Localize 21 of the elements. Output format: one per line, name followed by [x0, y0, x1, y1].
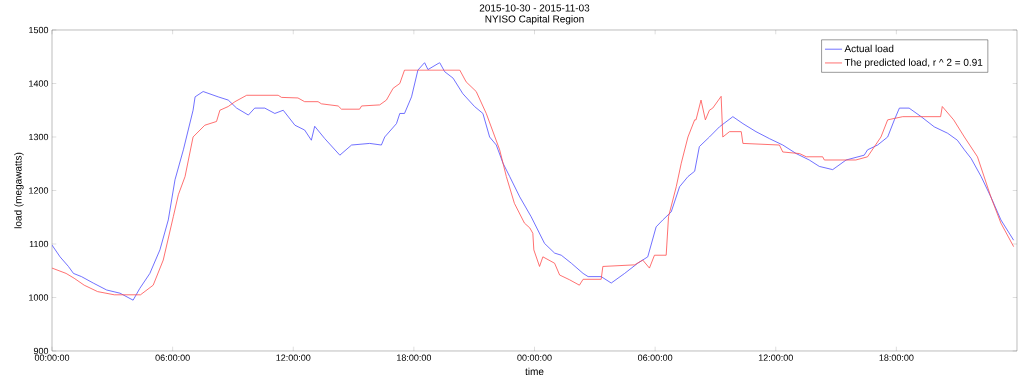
y-tick-label: 900 — [33, 347, 49, 355]
y-axis-title: load (megawatts) — [14, 152, 24, 229]
y-tick-label: 1300 — [29, 133, 49, 141]
y-tick-label: 1000 — [29, 294, 49, 301]
chart-title: 2015-10-30 - 2015-11-03 — [479, 4, 590, 12]
x-tick-label: 18:00:00 — [879, 354, 914, 361]
x-tick-label: 00:00:00 — [34, 354, 70, 361]
x-tick-label: 06:00:00 — [637, 354, 673, 361]
x-tick-label: 00:00:00 — [517, 354, 552, 361]
y-tick-label: 1400 — [29, 80, 49, 87]
legend-label: The predicted load, r ^ 2 = 0.91 — [844, 58, 983, 68]
x-tick-label: 12:00:00 — [276, 354, 311, 361]
y-tick-label: 1500 — [29, 26, 49, 34]
y-tick-label: 1100 — [29, 240, 49, 248]
chart-subtitle: NYISO Capital Region — [485, 15, 584, 25]
x-tick-label: 06:00:00 — [155, 354, 190, 361]
x-axis-title: time — [525, 367, 544, 376]
y-tick-label: 1200 — [29, 187, 49, 194]
x-tick-label: 12:00:00 — [758, 354, 793, 361]
x-tick-label: 18:00:00 — [397, 354, 432, 361]
legend-label: Actual load — [844, 44, 894, 53]
